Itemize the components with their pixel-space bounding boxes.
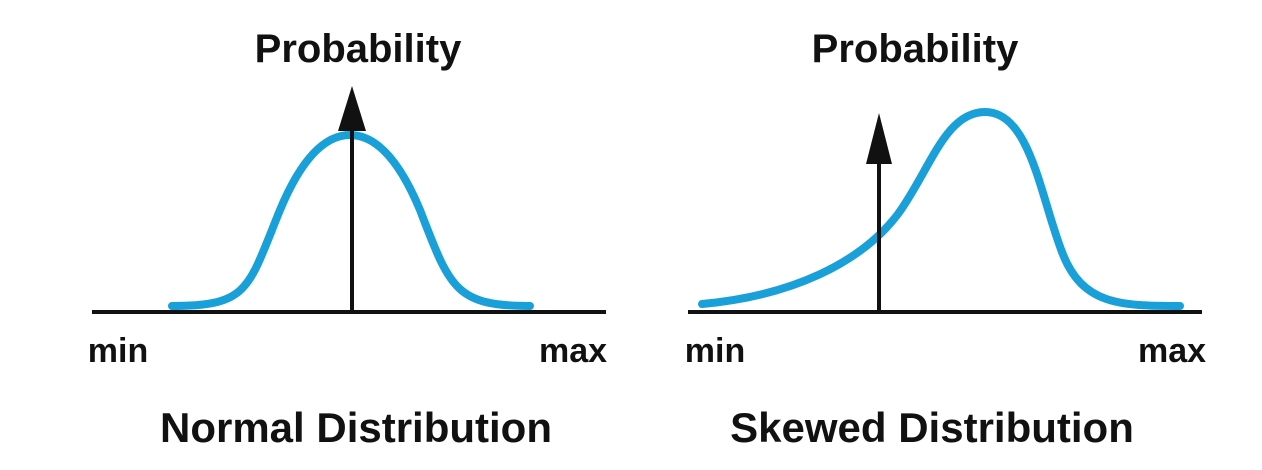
normal-y-axis-label: Probability — [255, 27, 462, 71]
skewed-distribution-caption: Skewed Distribution — [730, 404, 1134, 451]
normal-x-max-label: max — [539, 332, 607, 370]
skewed-y-axis-label: Probability — [812, 27, 1019, 71]
normal-distribution-panel: Probability min max Normal Distribution — [88, 27, 607, 451]
skewed-x-min-label: min — [685, 332, 745, 370]
normal-x-min-label: min — [88, 332, 148, 370]
skewed-distribution-curve — [698, 108, 1184, 310]
skewed-distribution-panel: Probability min max Skewed Distribution — [685, 27, 1206, 451]
skewed-x-max-label: max — [1138, 332, 1206, 370]
skewed-y-axis-arrowhead-icon — [866, 113, 892, 164]
normal-distribution-caption: Normal Distribution — [160, 404, 552, 451]
normal-y-axis-arrowhead-icon — [338, 86, 366, 131]
